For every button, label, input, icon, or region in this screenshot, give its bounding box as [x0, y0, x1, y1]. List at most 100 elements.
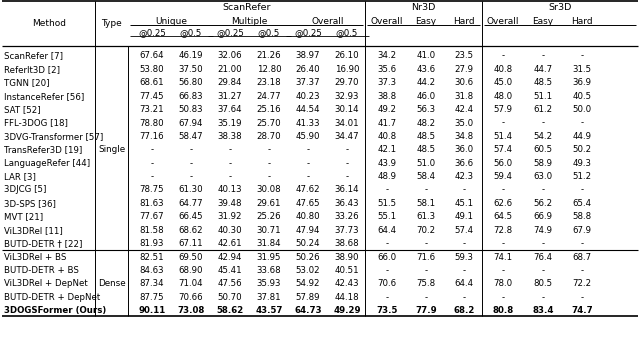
- Text: -: -: [346, 159, 349, 168]
- Text: 37.73: 37.73: [335, 226, 359, 235]
- Text: 50.83: 50.83: [179, 105, 204, 114]
- Text: 58.47: 58.47: [179, 132, 204, 141]
- Text: MVT [21]: MVT [21]: [4, 212, 43, 221]
- Text: 74.7: 74.7: [571, 306, 593, 315]
- Text: 67.9: 67.9: [573, 226, 591, 235]
- Text: 37.50: 37.50: [179, 65, 204, 74]
- Text: 26.10: 26.10: [335, 51, 359, 60]
- Text: 64.4: 64.4: [454, 279, 474, 288]
- Text: 36.0: 36.0: [454, 145, 474, 154]
- Text: -: -: [307, 159, 310, 168]
- Text: 51.0: 51.0: [417, 159, 436, 168]
- Text: ReferIt3D [2]: ReferIt3D [2]: [4, 65, 60, 74]
- Text: 41.0: 41.0: [417, 51, 436, 60]
- Text: Nr3D: Nr3D: [412, 3, 436, 12]
- Text: Overall: Overall: [371, 17, 403, 26]
- Text: 56.3: 56.3: [417, 105, 436, 114]
- Text: 81.93: 81.93: [140, 239, 164, 248]
- Text: 56.2: 56.2: [533, 199, 552, 208]
- Text: 78.75: 78.75: [140, 186, 164, 195]
- Text: 12.80: 12.80: [257, 65, 282, 74]
- Text: @0.25: @0.25: [216, 29, 244, 38]
- Text: 38.8: 38.8: [378, 92, 397, 101]
- Text: 23.18: 23.18: [257, 78, 282, 87]
- Text: -: -: [346, 145, 349, 154]
- Text: 3DJCG [5]: 3DJCG [5]: [4, 186, 46, 195]
- Text: 37.37: 37.37: [296, 78, 320, 87]
- Text: 31.27: 31.27: [218, 92, 243, 101]
- Text: 39.48: 39.48: [218, 199, 243, 208]
- Text: 46.0: 46.0: [417, 92, 436, 101]
- Text: 83.4: 83.4: [532, 306, 554, 315]
- Text: 70.66: 70.66: [179, 293, 204, 302]
- Text: 67.94: 67.94: [179, 118, 204, 128]
- Text: 35.0: 35.0: [454, 118, 474, 128]
- Text: @0.5: @0.5: [180, 29, 202, 38]
- Text: -: -: [541, 186, 545, 195]
- Text: 21.00: 21.00: [218, 65, 243, 74]
- Text: 66.9: 66.9: [534, 212, 552, 221]
- Text: 69.50: 69.50: [179, 253, 204, 262]
- Text: Unique: Unique: [156, 17, 188, 26]
- Text: 43.57: 43.57: [255, 306, 283, 315]
- Text: 30.71: 30.71: [257, 226, 282, 235]
- Text: 3DVG-Transformer [57]: 3DVG-Transformer [57]: [4, 132, 103, 141]
- Text: -: -: [228, 172, 232, 181]
- Text: -: -: [424, 239, 428, 248]
- Text: 66.83: 66.83: [179, 92, 204, 101]
- Text: 57.4: 57.4: [493, 145, 513, 154]
- Text: -: -: [189, 159, 193, 168]
- Text: 45.0: 45.0: [493, 78, 513, 87]
- Text: 31.5: 31.5: [572, 65, 591, 74]
- Text: 25.26: 25.26: [257, 212, 282, 221]
- Text: 33.26: 33.26: [335, 212, 359, 221]
- Text: 87.34: 87.34: [140, 279, 164, 288]
- Text: -: -: [463, 239, 465, 248]
- Text: 34.47: 34.47: [335, 132, 359, 141]
- Text: 77.67: 77.67: [140, 212, 164, 221]
- Text: 58.4: 58.4: [417, 172, 436, 181]
- Text: -: -: [424, 293, 428, 302]
- Text: 90.11: 90.11: [138, 306, 166, 315]
- Text: 36.6: 36.6: [454, 159, 474, 168]
- Text: 42.43: 42.43: [335, 279, 359, 288]
- Text: 70.6: 70.6: [378, 279, 397, 288]
- Text: -: -: [580, 293, 584, 302]
- Text: -: -: [385, 239, 388, 248]
- Text: 74.1: 74.1: [493, 253, 513, 262]
- Text: -: -: [541, 266, 545, 275]
- Text: 40.23: 40.23: [296, 92, 320, 101]
- Text: FFL-3DOG [18]: FFL-3DOG [18]: [4, 118, 68, 128]
- Text: -: -: [346, 172, 349, 181]
- Text: Method: Method: [32, 19, 66, 28]
- Text: 67.11: 67.11: [179, 239, 204, 248]
- Text: Overall: Overall: [487, 17, 519, 26]
- Text: 42.94: 42.94: [218, 253, 243, 262]
- Text: -: -: [541, 51, 545, 60]
- Text: 48.5: 48.5: [533, 78, 552, 87]
- Text: 74.9: 74.9: [534, 226, 552, 235]
- Text: 53.80: 53.80: [140, 65, 164, 74]
- Text: LAR [3]: LAR [3]: [4, 172, 36, 181]
- Text: 46.19: 46.19: [179, 51, 204, 60]
- Text: -: -: [580, 118, 584, 128]
- Text: 80.5: 80.5: [533, 279, 552, 288]
- Text: 16.90: 16.90: [335, 65, 359, 74]
- Text: 50.70: 50.70: [218, 293, 243, 302]
- Text: -: -: [541, 239, 545, 248]
- Text: -: -: [541, 293, 545, 302]
- Text: -: -: [268, 145, 271, 154]
- Text: 31.8: 31.8: [454, 92, 474, 101]
- Text: Type: Type: [101, 19, 122, 28]
- Text: 30.08: 30.08: [257, 186, 282, 195]
- Text: 29.61: 29.61: [257, 199, 281, 208]
- Text: 33.68: 33.68: [257, 266, 282, 275]
- Text: 49.2: 49.2: [378, 105, 397, 114]
- Text: LanguageRefer [44]: LanguageRefer [44]: [4, 159, 90, 168]
- Text: 44.7: 44.7: [533, 65, 552, 74]
- Text: 73.08: 73.08: [177, 306, 205, 315]
- Text: -: -: [463, 266, 465, 275]
- Text: -: -: [268, 159, 271, 168]
- Text: 80.8: 80.8: [492, 306, 514, 315]
- Text: 44.18: 44.18: [335, 293, 359, 302]
